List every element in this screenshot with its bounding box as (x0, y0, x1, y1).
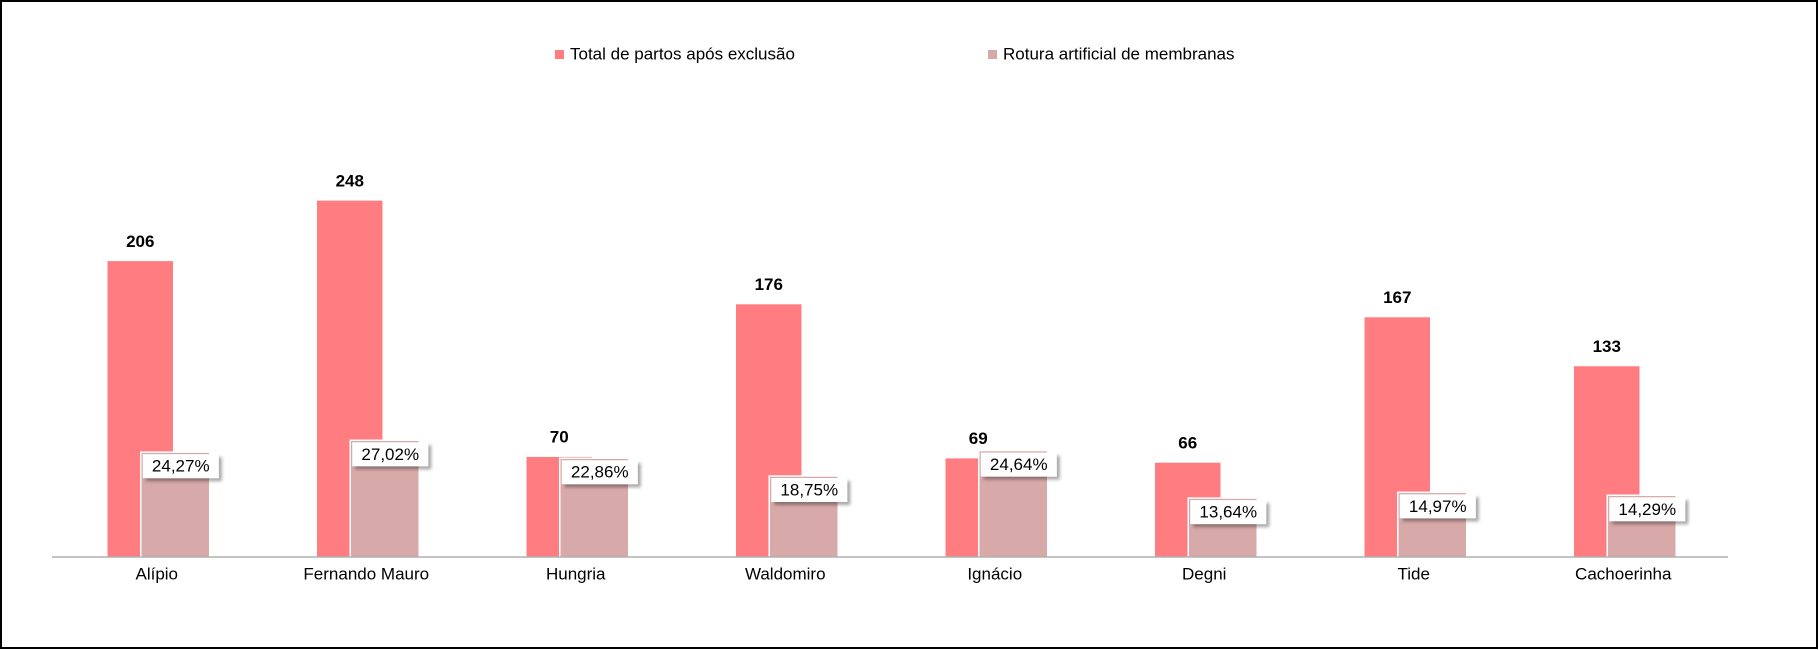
value-label: 22,86% (571, 463, 629, 482)
legend-marker (555, 50, 564, 59)
value-label-box (1190, 500, 1267, 525)
x-tick-label: Ignácio (967, 564, 1022, 583)
x-tick-label: Hungria (546, 564, 606, 583)
legend-label: Rotura artificial de membranas (1003, 44, 1234, 63)
value-label: 24,27% (152, 457, 210, 476)
legend-label: Total de partos após exclusão (570, 44, 795, 63)
value-label: 167 (1383, 288, 1411, 307)
value-label: 133 (1593, 337, 1621, 356)
value-label: 14,97% (1409, 497, 1467, 516)
value-label-box (561, 460, 638, 485)
value-label-box (1609, 497, 1686, 522)
x-tick-label: Tide (1398, 564, 1430, 583)
value-label-box (352, 442, 429, 467)
value-label: 176 (755, 275, 783, 294)
value-label: 27,02% (361, 445, 419, 464)
value-label: 24,64% (990, 455, 1048, 474)
value-label: 66 (1178, 433, 1197, 452)
value-label-box (1399, 494, 1476, 519)
value-label: 206 (126, 232, 154, 251)
x-tick-label: Waldomiro (745, 564, 826, 583)
value-label: 14,29% (1618, 500, 1676, 519)
x-tick-label: Cachoerinha (1575, 564, 1672, 583)
x-tick-label: Alípio (135, 564, 178, 583)
value-label-box (771, 478, 848, 502)
value-label: 70 (550, 428, 569, 447)
value-label: 69 (969, 429, 988, 448)
x-tick-label: Fernando Mauro (303, 564, 429, 583)
value-label: 248 (336, 171, 364, 190)
value-label: 13,64% (1199, 503, 1257, 522)
x-tick-label: Degni (1182, 564, 1226, 583)
value-label-box (142, 454, 219, 479)
value-label-box (980, 452, 1057, 477)
value-label: 18,75% (780, 480, 838, 499)
legend-marker (988, 50, 997, 59)
